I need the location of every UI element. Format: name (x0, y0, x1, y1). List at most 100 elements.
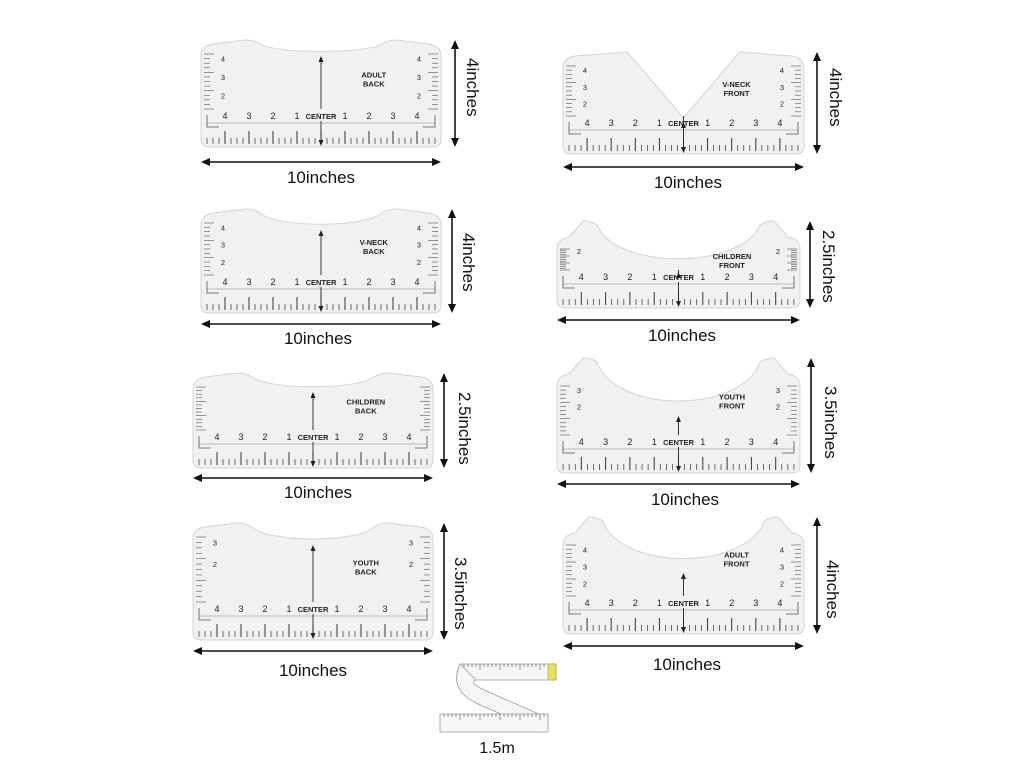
scale-number: 1 (342, 277, 347, 287)
height-label-v-neck-back: 4inches (459, 233, 478, 292)
scale-number: 4 (406, 432, 411, 442)
side-number-right: 2 (409, 560, 413, 569)
center-arrow-down-icon (318, 306, 324, 312)
center-arrow-icon (681, 573, 686, 579)
side-number-right: 4 (417, 223, 421, 232)
center-arrow-icon (681, 122, 686, 128)
scale-number: 3 (603, 437, 608, 447)
scale-number: 2 (729, 598, 734, 608)
height-dimension-arrow-head-bottom (440, 631, 448, 640)
corner-mark-right (786, 122, 799, 135)
scale-number: 1 (652, 437, 657, 447)
scale-number: 1 (342, 111, 347, 121)
corner-mark-right (415, 608, 428, 621)
height-dimension-arrow-head-top (440, 373, 448, 382)
scale-number: 4 (777, 598, 782, 608)
width-dimension-arrow-head-left (201, 320, 210, 328)
width-dimension-arrow-head-left (201, 158, 210, 166)
scale-number: 4 (222, 111, 227, 121)
scale-number: 1 (700, 272, 705, 282)
scale-number: 3 (609, 118, 614, 128)
width-dimension-arrow-head-left (193, 647, 202, 655)
side-number-right: 4 (780, 545, 784, 554)
corner-mark-left (568, 602, 581, 615)
width-dimension-arrow-head-right (795, 163, 804, 171)
width-dimension-arrow-head-left (193, 474, 202, 482)
center-arrow-icon (318, 230, 324, 236)
scale-number: 4 (585, 598, 590, 608)
scale-number: 1 (286, 432, 291, 442)
side-number-left: 4 (221, 55, 225, 64)
width-label-adult-front: 10inches (652, 655, 722, 674)
scale-number: 2 (270, 111, 275, 121)
side-number-left: 3 (583, 562, 587, 571)
center-label: CENTER (663, 438, 694, 447)
scale-number: 2 (633, 118, 638, 128)
corner-mark-left (562, 441, 575, 454)
width-label-v-neck-front: 10inches (653, 173, 723, 192)
scale-number: 4 (414, 277, 419, 287)
ruler-name-line1: CHILDREN (713, 252, 752, 261)
width-label-children-back: 10inches (283, 483, 353, 502)
scale-number: 1 (294, 111, 299, 121)
side-number-left: 2 (221, 91, 225, 100)
ruler-name-line1: V-NECK (722, 80, 751, 89)
height-label-adult-front: 4inches (823, 560, 842, 619)
corner-mark-left (568, 122, 581, 135)
scale-number: 2 (358, 432, 363, 442)
ruler-body (556, 357, 801, 474)
center-arrow-icon (310, 545, 316, 551)
side-number-right: 4 (780, 66, 784, 75)
center-arrow-icon (310, 392, 316, 398)
side-number-right: 4 (417, 55, 421, 64)
side-number-left: 2 (577, 402, 581, 411)
width-label-children-front: 10inches (647, 326, 717, 345)
center-arrow-icon (676, 272, 681, 278)
ruler-name-line1: ADULT (361, 71, 386, 80)
scale-number: 3 (382, 432, 387, 442)
scale-number: 1 (700, 437, 705, 447)
height-label-youth-front: 3.5inches (821, 386, 840, 459)
width-label-youth-back: 10inches (278, 661, 348, 680)
corner-mark-right (782, 441, 795, 454)
center-label: CENTER (668, 599, 699, 608)
side-number-left: 3 (213, 538, 217, 547)
side-number-right: 2 (780, 579, 784, 588)
side-number-right: 3 (409, 538, 413, 547)
side-number-left: 2 (583, 100, 587, 109)
scale-number: 4 (579, 437, 584, 447)
scale-number: 4 (773, 437, 778, 447)
corner-mark-right (423, 115, 436, 128)
side-number-right: 3 (417, 241, 421, 250)
scale-number: 3 (238, 604, 243, 614)
width-dimension-arrow-head-right (432, 158, 441, 166)
side-number-right: 2 (417, 258, 421, 267)
height-dimension-arrow-head-top (807, 358, 815, 367)
center-arrow-down-icon (681, 147, 686, 153)
center-label: CENTER (298, 433, 329, 442)
scale-number: 3 (749, 272, 754, 282)
scale-number: 3 (246, 111, 251, 121)
center-arrow-down-icon (310, 633, 316, 639)
side-number-left: 4 (583, 66, 587, 75)
width-dimension-arrow-head-right (424, 474, 433, 482)
scale-number: 4 (406, 604, 411, 614)
height-dimension-arrow-head-bottom (806, 299, 814, 308)
scale-number: 2 (262, 604, 267, 614)
width-dimension-arrow-head-left (563, 642, 572, 650)
tape-measure-label: 1.5m (479, 740, 515, 757)
ruler-name-line1: YOUTH (353, 559, 379, 568)
scale-number: 2 (366, 111, 371, 121)
ruler-name-line1: CHILDREN (346, 398, 385, 407)
scale-number: 4 (214, 604, 219, 614)
ruler-name-line2: BACK (363, 80, 385, 89)
scale-number: 2 (270, 277, 275, 287)
scale-number: 1 (705, 598, 710, 608)
scale-number: 3 (753, 598, 758, 608)
scale-number: 3 (390, 277, 395, 287)
height-dimension-arrow-head-bottom (813, 145, 821, 154)
ruler-children-front: 43211234CENTERCHILDRENFRONT22 (556, 220, 814, 324)
